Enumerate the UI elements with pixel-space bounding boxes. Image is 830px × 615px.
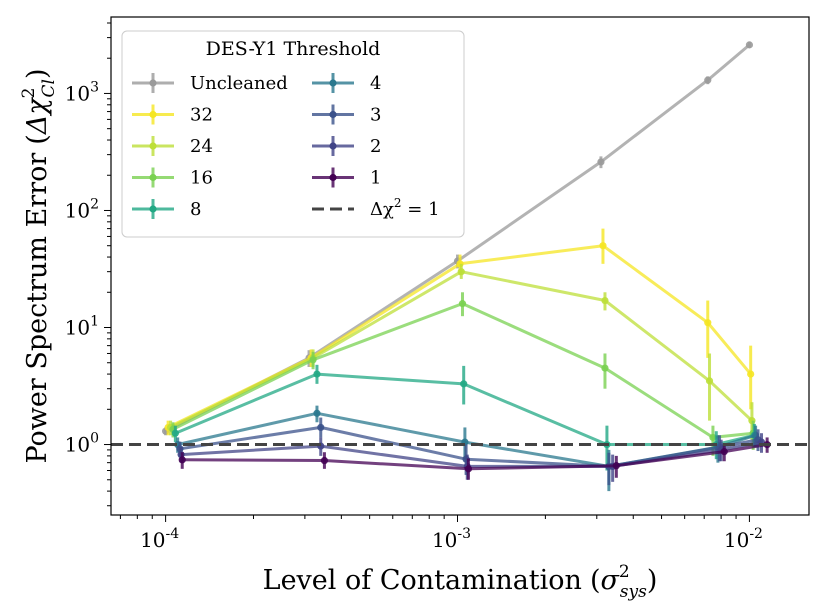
y-tick-exp: 1 [90,314,99,330]
data-point [457,268,465,276]
y-tick-label: 103 [65,79,99,105]
series-1 [178,437,771,480]
legend-entry: 8 [132,199,201,220]
data-point [460,380,468,388]
y-tick-base: 10 [65,198,90,222]
y-tick-label: 101 [65,314,99,340]
x-tick-label: 10-3 [432,526,471,552]
data-point [704,76,712,84]
x-tick-exp: -4 [166,526,180,542]
y-axis-label: Power Spectrum Error(Δχ2Cl) [19,68,59,463]
legend-label: Δχ2 = 1 [370,196,440,220]
data-point [745,41,754,49]
legend-box [121,30,465,238]
x-tick-base: 10 [724,528,749,552]
data-point [612,462,620,470]
data-point [320,456,329,465]
legend-marker [149,110,157,119]
y-tick-label: 100 [65,431,99,457]
data-point [709,433,717,442]
legend-label: 4 [370,73,381,94]
legend-marker [329,142,337,150]
legend: DES-Y1 ThresholdUncleaned32241684321Δχ2 … [121,30,465,238]
y-tick-exp: 3 [90,79,99,95]
legend-marker [149,173,157,182]
data-point [317,423,325,432]
legend-label: 3 [370,105,381,126]
data-point [171,429,179,437]
y-tick-base: 10 [65,81,90,105]
legend-entry: 2 [312,136,381,157]
data-point [178,456,186,464]
data-point [597,158,605,166]
x-tick-label: 10-4 [140,526,179,552]
legend-label: 32 [190,105,213,126]
legend-label: Uncleaned [190,73,288,94]
legend-entry: 1 [312,167,381,189]
legend-entry: 16 [132,167,213,189]
legend-label-rest: = 1 [402,199,440,220]
legend-entry: 24 [132,136,213,157]
series-line-1 [182,443,768,471]
legend-marker [329,110,337,119]
legend-marker [329,79,337,87]
data-point [464,465,473,473]
legend-marker [149,205,157,213]
series-line-24 [169,270,753,429]
y-tick-exp: 2 [90,196,99,212]
legend-entry: 32 [132,104,213,126]
x-axis-label: Level of Contamination (σ2 sys) [263,562,658,602]
data-point [599,242,607,250]
data-point [705,377,714,385]
data-point [601,296,609,305]
legend-marker [149,79,157,87]
legend-label: 8 [190,199,201,220]
x-tick-base: 10 [432,528,457,552]
legend-entry: 4 [312,73,381,94]
legend-entry: Δχ2 = 1 [312,196,440,220]
x-tick-exp: -3 [457,526,471,542]
plot-area [111,41,809,492]
y-tick-base: 10 [65,316,90,340]
y-tick-label: 102 [65,196,99,222]
legend-label: 16 [190,168,213,189]
y-tick-base: 10 [65,433,90,457]
legend-entry: 3 [312,104,381,126]
legend-label: 2 [370,136,381,157]
legend-label-sup: 2 [394,196,402,210]
legend-marker [149,142,157,150]
x-tick-base: 10 [140,528,165,552]
data-point [309,356,317,364]
legend-title: DES-Y1 Threshold [206,38,381,60]
data-point [704,319,712,327]
legend-entry: Uncleaned [132,73,288,94]
legend-label: 24 [190,136,213,157]
data-point [313,370,321,378]
data-point [458,300,467,308]
plot-frame [110,16,810,516]
data-point [747,370,755,378]
series-32 [164,228,755,436]
legend-marker [329,173,337,182]
legend-label: 1 [370,168,381,189]
data-point [720,448,728,456]
y-tick-exp: 0 [90,431,99,447]
series-group [111,41,809,492]
x-tick-exp: -2 [749,526,763,542]
series-24 [166,263,756,440]
data-point [601,364,609,372]
data-point [313,409,321,417]
x-tick-label: 10-2 [724,526,763,552]
series-line-8 [174,372,755,446]
